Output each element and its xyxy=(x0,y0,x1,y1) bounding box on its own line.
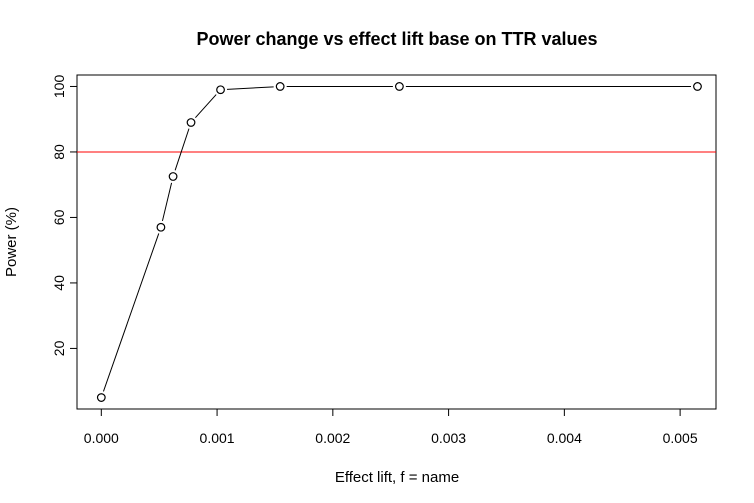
x-tick-label: 0.001 xyxy=(200,430,235,446)
y-axis: 20 40 60 80 100 xyxy=(51,75,78,356)
data-point xyxy=(156,222,166,232)
data-point xyxy=(693,82,702,91)
x-axis-label: Effect lift, f = name xyxy=(335,469,459,486)
x-tick-label: 0.004 xyxy=(547,430,582,446)
y-tick-label: 60 xyxy=(51,209,67,225)
x-tick-label: 0.003 xyxy=(431,430,466,446)
data-point xyxy=(96,393,106,402)
y-tick-label: 40 xyxy=(51,275,67,291)
series-layer xyxy=(96,82,702,402)
chart-title: Power change vs effect lift base on TTR … xyxy=(196,29,597,49)
data-point xyxy=(186,118,196,127)
data-point xyxy=(275,82,285,91)
data-point xyxy=(394,82,404,91)
y-tick-label: 80 xyxy=(51,144,67,160)
y-axis-label: Power (%) xyxy=(3,207,20,277)
x-axis: 0.000 0.001 0.002 0.003 0.004 0.005 xyxy=(84,408,698,446)
plot-frame xyxy=(76,74,717,410)
x-tick-label: 0.005 xyxy=(663,430,698,446)
data-point xyxy=(168,172,178,181)
x-tick-label: 0.000 xyxy=(84,430,119,446)
y-tick-label: 20 xyxy=(51,340,67,356)
series-line xyxy=(102,85,691,392)
y-tick-label: 100 xyxy=(51,75,67,99)
x-tick-label: 0.002 xyxy=(315,430,350,446)
data-point xyxy=(216,85,225,95)
